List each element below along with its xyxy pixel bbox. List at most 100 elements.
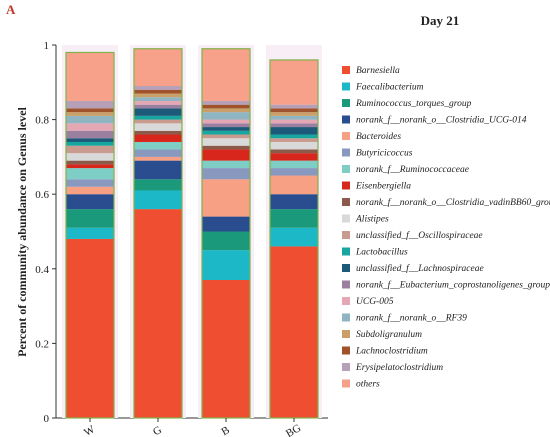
bar-segment [270, 149, 318, 154]
legend-entry: norank_f__norank_o__Clostridia_UCG-014 [356, 115, 527, 126]
bar-segment [134, 115, 182, 120]
legend-swatch [342, 198, 350, 206]
bar-segment [66, 130, 114, 139]
bar-segment [202, 119, 250, 124]
bar-segment [202, 123, 250, 128]
bar-segment [66, 112, 114, 116]
legend-swatch [342, 280, 350, 289]
bar-segment [202, 134, 250, 139]
bar-segment [202, 130, 250, 135]
legend-entry: Lachnoclostridium [355, 347, 428, 357]
x-tick-label: BG [284, 422, 303, 437]
legend-entry: Subdoligranulum [356, 330, 422, 340]
bar-segment [202, 149, 250, 161]
legend-swatch [342, 115, 350, 124]
y-tick-label: 0.6 [35, 189, 49, 201]
y-tick-label: 0.4 [35, 264, 49, 276]
legend-entry: norank_f__norank_o__Clostridia_vadinBB60… [356, 197, 550, 208]
bar-segment [134, 48, 182, 87]
legend-entry: Ruminococcus_torques_group [355, 99, 472, 109]
chart-title: Day 21 [421, 13, 460, 28]
bar-segment [270, 227, 318, 247]
legend-entry: Faecalibacterium [355, 83, 424, 93]
bar-segment [270, 59, 318, 105]
bar-segment [270, 123, 318, 128]
bar-segment [202, 160, 250, 169]
bar-segment [270, 168, 318, 176]
legend-entry: norank_f__Ruminococcaceae [356, 164, 469, 175]
bar-segment [134, 86, 182, 90]
bar-segment [134, 119, 182, 124]
bar-segment [134, 190, 182, 210]
legend-swatch [342, 247, 350, 256]
legend: Barnesiella Faecalibacterium Ruminococcus_… [342, 66, 550, 390]
bar-segment [66, 194, 114, 210]
legend-swatch [342, 132, 350, 140]
bar-segment [202, 179, 250, 217]
legend-swatch [342, 181, 350, 190]
x-tick-label: W [82, 423, 98, 437]
bar-segment [134, 123, 182, 131]
bar-segment [134, 93, 182, 98]
legend-entry: unclassified_f__Lachnospiraceae [356, 263, 484, 274]
bar-segment [202, 104, 250, 109]
legend-entry: UCG-005 [356, 297, 394, 307]
plot-area: 0 0.2 0.4 0.6 0.8 1 W G B BG [35, 40, 328, 437]
bar-segment [134, 156, 182, 161]
legend-entry: Erysipelatoclostridium [355, 363, 443, 373]
bar-segment [66, 238, 114, 418]
bar-segment [270, 141, 318, 150]
bar-segment [66, 108, 114, 113]
bar-segment [202, 231, 250, 251]
legend-swatch [342, 346, 350, 355]
bar-segment [270, 160, 318, 169]
y-tick-label: 0.2 [35, 338, 49, 350]
bar-segment [270, 112, 318, 116]
y-tick-label: 0 [44, 413, 50, 425]
legend-swatch [342, 66, 350, 74]
bar-segment [66, 145, 114, 154]
bar-segment [66, 123, 114, 131]
bar-segment [134, 134, 182, 142]
bar-segment [202, 48, 250, 101]
bar-segment [270, 209, 318, 228]
legend-entry: unclassified_f__Oscillospiraceae [356, 230, 483, 241]
bar-segment [134, 100, 182, 105]
bar-segment [66, 115, 114, 124]
bar-segment [134, 141, 182, 150]
bar-segment [202, 108, 250, 113]
bar-segment [134, 97, 182, 101]
bar-segment [270, 127, 318, 135]
x-tick-label: B [219, 424, 231, 437]
bar-segment [270, 138, 318, 142]
bar-segment [202, 112, 250, 120]
y-tick-label: 0.8 [35, 115, 49, 127]
legend-swatch [342, 363, 350, 371]
legend-swatch [342, 313, 350, 322]
bar-segment [202, 250, 250, 280]
legend-swatch [342, 99, 350, 107]
bar-segment [134, 130, 182, 135]
bar-segment [66, 52, 114, 101]
bar-segment [202, 138, 250, 146]
bar-segment [270, 246, 318, 418]
legend-entry: Bacteroides [356, 132, 401, 142]
bar-segment [270, 108, 318, 113]
legend-entry: Eisenbergiella [355, 182, 411, 192]
legend-swatch [342, 297, 350, 305]
bar-segment [270, 194, 318, 210]
bar-segment [202, 216, 250, 232]
legend-entry: Butyricicoccus [356, 149, 413, 159]
legend-entry: Lactobacillus [355, 248, 408, 258]
bar-segment [270, 175, 318, 195]
legend-swatch [342, 330, 350, 338]
y-axis-label: Percent of community abundance on Genus … [15, 106, 29, 356]
bar-segment [202, 127, 250, 131]
bar-segment [270, 153, 318, 161]
bar-segment [66, 141, 114, 146]
legend-swatch [342, 148, 350, 157]
legend-entry: Alistipes [355, 215, 389, 225]
legend-entry: Barnesiella [356, 66, 400, 76]
y-tick-label: 1 [44, 40, 50, 52]
